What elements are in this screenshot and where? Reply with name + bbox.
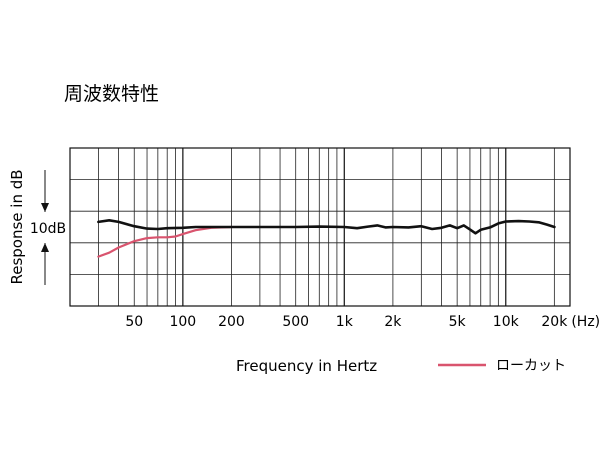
legend: ローカット <box>438 358 566 374</box>
legend-label-lowcut: ローカット <box>496 358 566 374</box>
plot-area-frame <box>69 147 571 307</box>
scale-label: 10dB <box>30 221 66 237</box>
x-tick-labels: 50 100 200 500 1k 2k 5k 10k 20k <box>125 314 568 330</box>
x-unit-label: (Hz) <box>571 314 600 330</box>
y-axis-label: Response in dB <box>8 169 26 284</box>
x-tick-label: 1k <box>336 314 354 330</box>
x-tick-label: 5k <box>449 314 467 330</box>
x-tick-label: 200 <box>218 314 245 330</box>
scale-indicator: 10dB <box>30 170 66 285</box>
series-line-flat <box>97 219 556 235</box>
scale-arrow-up-head <box>41 243 49 252</box>
chart-title: 周波数特性 <box>64 83 159 105</box>
x-axis-label: Frequency in Hertz <box>236 357 377 375</box>
x-tick-label: 500 <box>282 314 309 330</box>
x-tick-label: 20k <box>541 314 568 330</box>
series-lines <box>97 219 556 258</box>
scale-arrow-down-head <box>41 203 49 212</box>
x-tick-label: 100 <box>169 314 196 330</box>
x-tick-label: 10k <box>493 314 520 330</box>
x-tick-label: 2k <box>384 314 402 330</box>
series-line-lowcut <box>97 225 233 258</box>
x-tick-label: 50 <box>125 314 143 330</box>
